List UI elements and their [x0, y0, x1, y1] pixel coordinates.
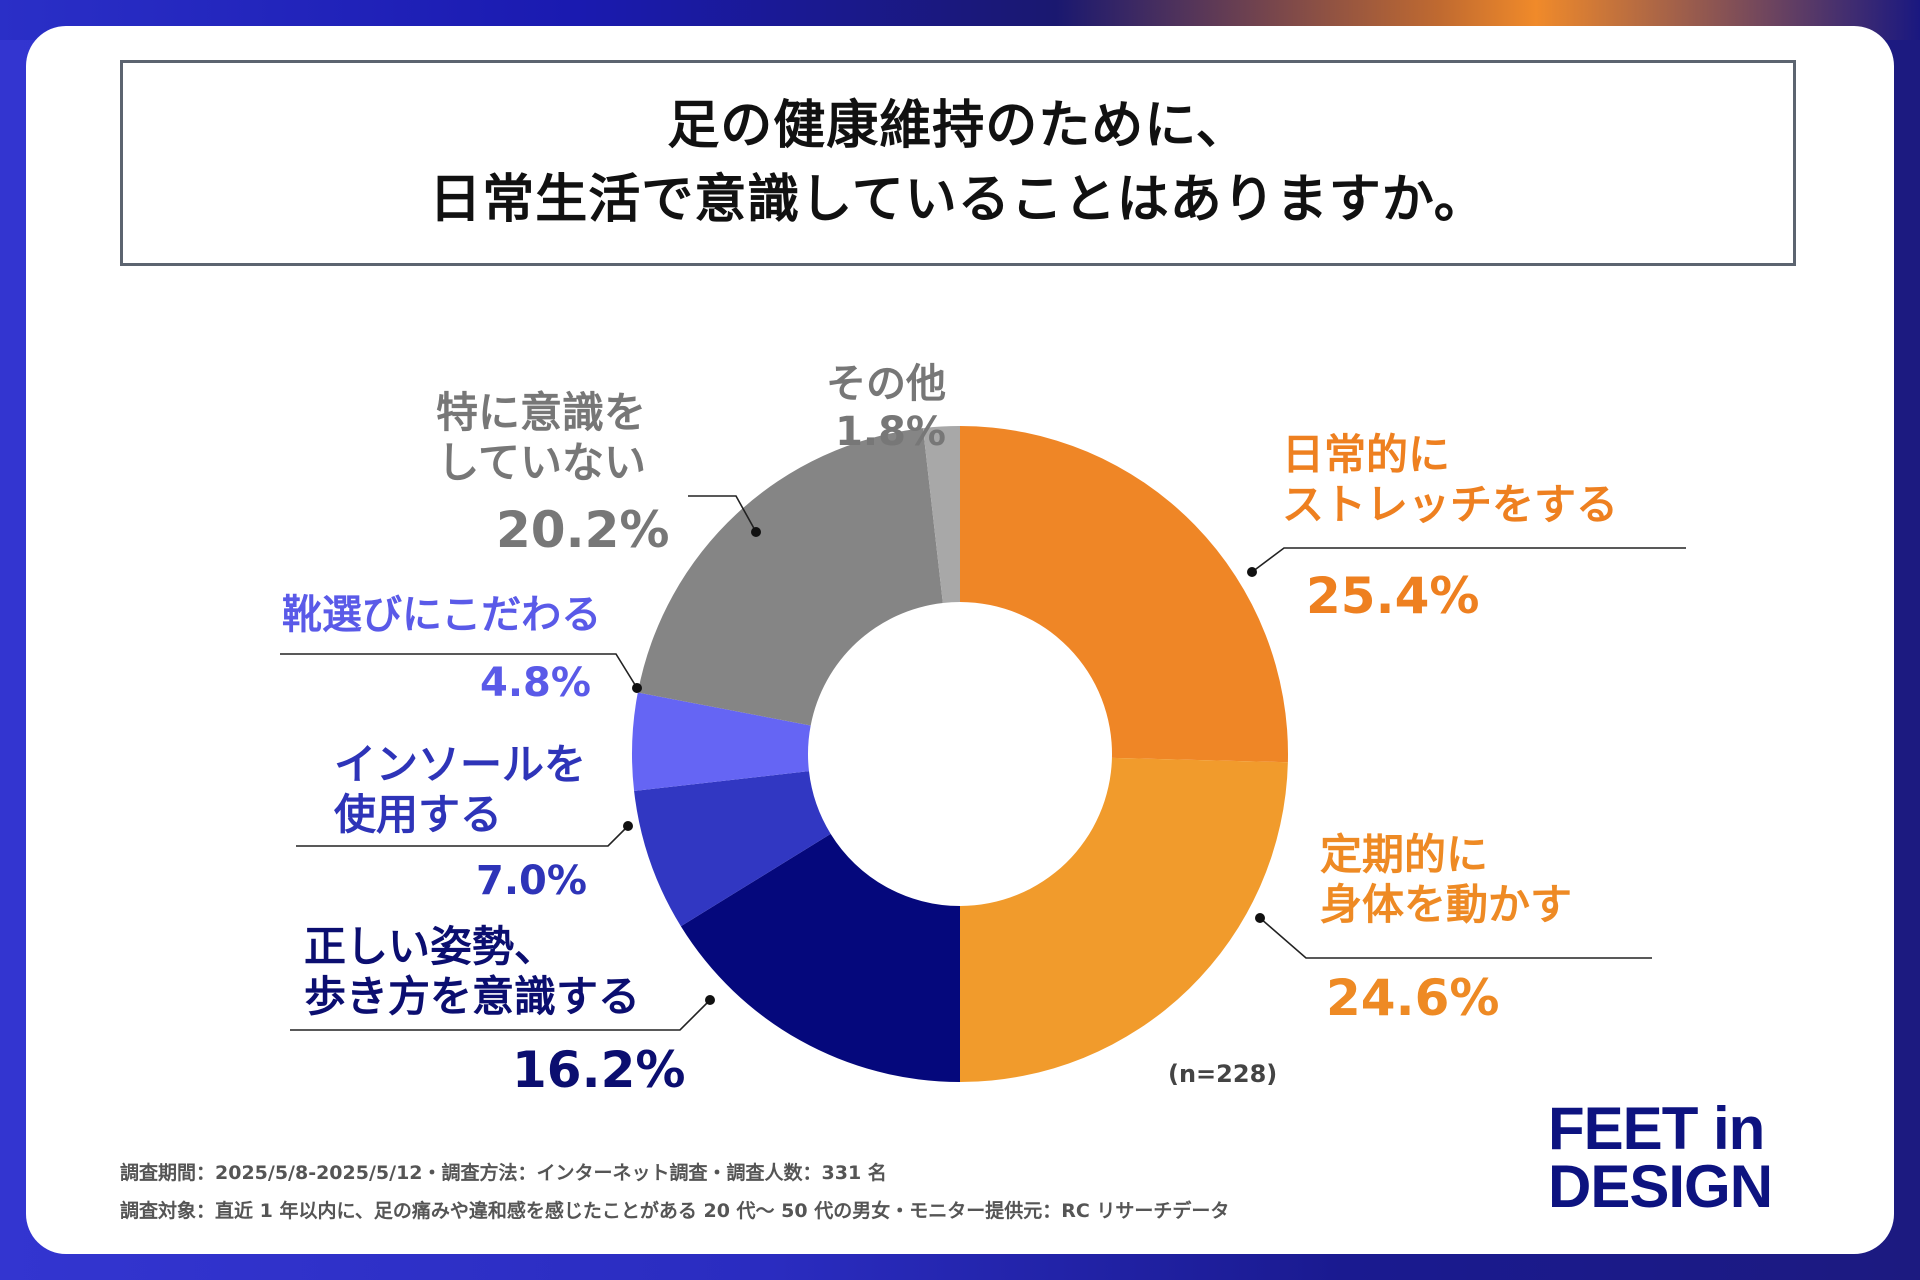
- leader-line-shoes: [280, 653, 638, 689]
- label-exercise-name: 定期的に 身体を動かす: [1320, 830, 1572, 930]
- label-posture-line2: 歩き方を意識する: [304, 972, 641, 1021]
- label-other: その他 1.8%: [826, 360, 946, 456]
- logo-line1: FEET in: [1548, 1095, 1765, 1162]
- label-stretch-line2: ストレッチをする: [1282, 480, 1619, 529]
- label-other-value: 1.8%: [835, 409, 946, 455]
- leader-dot-shoes: [632, 683, 642, 693]
- slice-exercise: [960, 757, 1288, 1082]
- logo-line2: DESIGN: [1548, 1153, 1773, 1220]
- label-shoes-value: 4.8%: [480, 660, 591, 706]
- label-insole-name: インソールを 使用する: [334, 740, 586, 840]
- title-line-1: 足の健康維持のために、: [667, 96, 1249, 156]
- label-exercise-line2: 身体を動かす: [1320, 880, 1573, 929]
- label-posture-line1: 正しい姿勢、: [304, 922, 557, 971]
- label-exercise-line1: 定期的に: [1320, 830, 1489, 879]
- footer-survey-period: 調査期間：2025/5/8-2025/5/12・調査方法：インターネット調査・調…: [120, 1162, 887, 1184]
- title-line-2: 日常生活で意識していることはありますか。: [429, 170, 1487, 230]
- brand-logo: FEET in DESIGN: [1548, 1095, 1773, 1220]
- leader-line-stretch: [1251, 547, 1686, 573]
- label-none-name: 特に意識を していない: [436, 388, 646, 488]
- slice-stretch: [960, 426, 1288, 763]
- label-shoes-name: 靴選びにこだわる: [282, 592, 602, 638]
- label-stretch-value: 25.4%: [1306, 567, 1480, 625]
- title-box: 足の健康維持のために、 日常生活で意識していることはありますか。: [120, 60, 1796, 266]
- label-none-line2: していない: [437, 438, 647, 487]
- label-posture-name: 正しい姿勢、 歩き方を意識する: [304, 922, 640, 1022]
- label-none-line1: 特に意識を: [436, 388, 647, 437]
- slice-other: [922, 426, 960, 603]
- slice-none: [637, 428, 943, 726]
- footer-survey-target: 調査対象：直近 1 年以内に、足の痛みや違和感を感じたことがある 20 代〜 5…: [120, 1200, 1230, 1222]
- slice-posture: [680, 833, 960, 1082]
- leader-dot-stretch: [1247, 567, 1257, 577]
- label-exercise-value: 24.6%: [1326, 969, 1500, 1027]
- label-none-value: 20.2%: [496, 501, 670, 559]
- leader-dot-exercise: [1255, 913, 1265, 923]
- label-other-name: その他: [826, 361, 946, 407]
- leader-dot-insole: [623, 821, 633, 831]
- slice-insole: [634, 771, 831, 927]
- sample-size-note: (n=228): [1168, 1060, 1278, 1088]
- label-stretch-name: 日常的に ストレッチをする: [1282, 430, 1618, 530]
- slice-shoes: [632, 692, 811, 792]
- label-posture-value: 16.2%: [512, 1041, 686, 1099]
- label-insole-line2: 使用する: [334, 790, 503, 839]
- label-insole-line1: インソールを: [334, 740, 587, 789]
- label-stretch-line1: 日常的に: [1282, 430, 1451, 479]
- leader-line-none: [688, 495, 757, 533]
- label-insole-value: 7.0%: [476, 858, 587, 904]
- leader-line-insole: [296, 825, 629, 847]
- leader-dot-none: [751, 527, 761, 537]
- leader-line-exercise: [1259, 917, 1652, 959]
- leader-line-posture: [290, 999, 711, 1031]
- leader-dot-posture: [705, 995, 715, 1005]
